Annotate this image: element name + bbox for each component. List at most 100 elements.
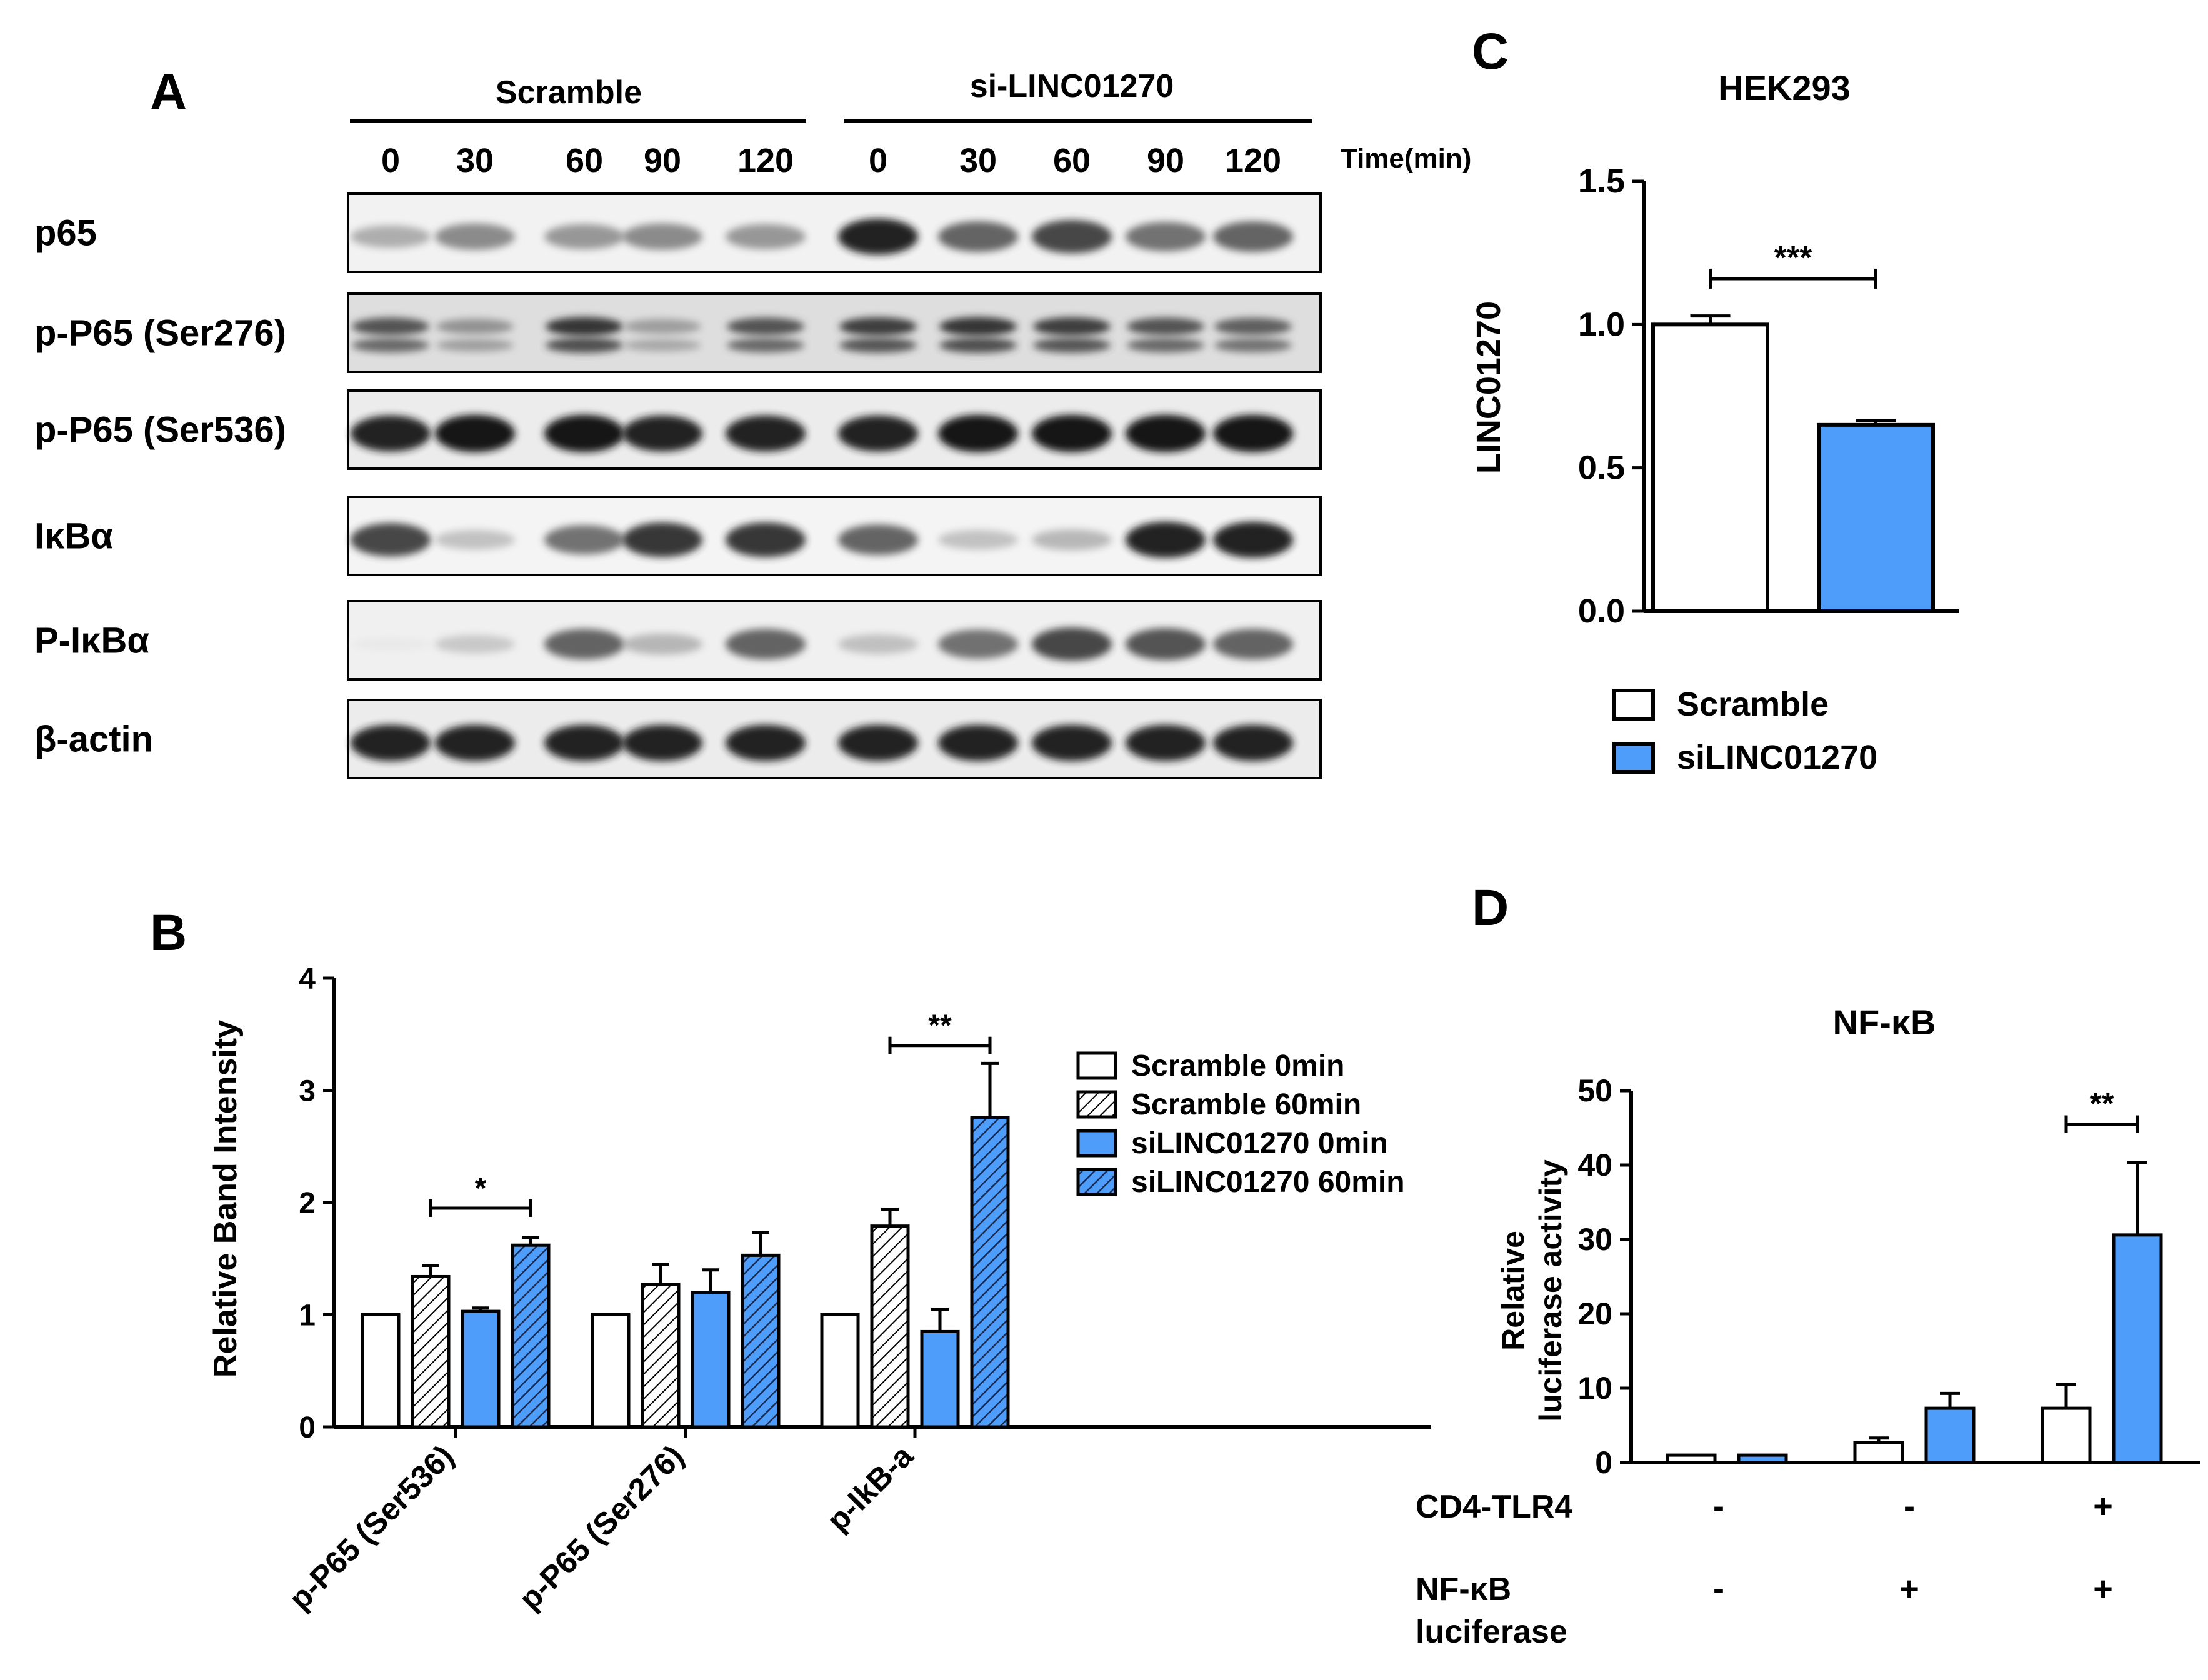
d-condition-value: - — [1904, 1488, 1915, 1525]
d-bar — [1924, 1406, 1976, 1464]
blot-band — [1126, 414, 1206, 452]
time-label-3: 90 — [644, 142, 681, 179]
blot-band — [351, 638, 431, 650]
b-bar — [920, 1329, 960, 1429]
b-legend-swatch — [1076, 1168, 1117, 1196]
blot-band — [726, 724, 806, 761]
time-label-2: 60 — [566, 142, 603, 179]
blot-band-upper — [546, 317, 623, 336]
blot-band-lower — [352, 338, 429, 352]
blot-label-1: p-P65 (Ser276) — [34, 313, 286, 354]
blot-band — [838, 415, 918, 452]
c-bars: *** — [1651, 240, 1935, 613]
blot-band — [351, 724, 431, 761]
c-legend: Scramble siLINC01270 — [1612, 686, 1877, 776]
blot-band-lower — [1033, 338, 1111, 353]
d-ytick-label: 0 — [1595, 1445, 1612, 1480]
blot-band — [1126, 724, 1206, 761]
blot-band — [938, 414, 1018, 452]
b-xtick-label: p-IkB-a — [820, 1438, 920, 1538]
blot-band — [622, 522, 702, 558]
blot-label-2: p-P65 (Ser536) — [34, 410, 286, 451]
d-condition-value: - — [1713, 1488, 1724, 1525]
blot-band — [544, 414, 624, 452]
d-sig-label: ** — [2090, 1086, 2114, 1121]
blot-band — [1126, 628, 1206, 661]
blot-band — [726, 415, 806, 452]
blot-band-lower — [624, 339, 701, 352]
blot-band — [435, 724, 515, 761]
c-axes: 0.0 0.5 1.0 1.5 — [1578, 162, 1959, 630]
blot-band-lower — [546, 338, 623, 353]
blot-band-upper — [352, 318, 429, 336]
blot-band-lower — [1214, 338, 1292, 352]
panel-letter-c: C — [1472, 23, 1509, 80]
b-bar — [870, 1224, 910, 1429]
b-bar — [411, 1274, 451, 1429]
blot-band — [1213, 724, 1293, 761]
d-ylabel-line-2: luciferase activity — [1533, 1159, 1568, 1422]
blot-band — [544, 525, 624, 555]
b-sig-label: ** — [928, 1009, 952, 1042]
b-bar — [741, 1253, 781, 1429]
blot-band — [838, 724, 918, 761]
d-ytick-label: 20 — [1577, 1296, 1612, 1331]
c-legend-label: Scramble — [1677, 686, 1829, 723]
d-condition-label: NF-κB — [1416, 1571, 1511, 1608]
b-legend-label: Scramble 60min — [1131, 1088, 1361, 1121]
blot-band — [435, 530, 515, 550]
time-label-6: 30 — [959, 142, 997, 179]
blot-band — [435, 414, 515, 452]
blot-band — [938, 530, 1018, 550]
c-ytick-label: 1.5 — [1578, 162, 1625, 200]
blot-band — [938, 629, 1018, 659]
d-bar — [2041, 1406, 2092, 1464]
c-sig-label: *** — [1774, 240, 1812, 276]
b-bar — [691, 1291, 731, 1429]
b-xtick-label: p-P65 (Ser536) — [282, 1438, 461, 1616]
blot-band-lower — [839, 338, 917, 353]
blot-band — [1032, 724, 1112, 761]
time-label-4: 120 — [737, 142, 794, 179]
c-bar — [1651, 322, 1769, 613]
panel-d-chart: NF-κB Relative luciferase activity 0 10 20… — [1416, 1002, 2200, 1650]
blot-band-upper — [839, 317, 917, 336]
blot-band — [544, 224, 624, 249]
d-ytick-label: 10 — [1577, 1371, 1612, 1406]
b-bar — [641, 1282, 681, 1429]
b-legend-label: siLINC01270 0min — [1131, 1127, 1388, 1160]
b-ytick-label: 0 — [299, 1411, 316, 1444]
d-bars: ** — [1666, 1086, 2163, 1464]
blot-band — [1032, 529, 1112, 551]
d-condition-value: + — [1899, 1570, 1919, 1608]
blot-band-upper — [727, 318, 804, 336]
b-xtick-label: p-P65 (Ser276) — [512, 1438, 691, 1616]
c-legend-label: siLINC01270 — [1677, 739, 1877, 776]
b-bar — [970, 1116, 1010, 1429]
blot-label-0: p65 — [34, 213, 97, 254]
d-condition-value: + — [2093, 1570, 2113, 1608]
blot-band — [1032, 220, 1112, 254]
panel-letter-a: A — [150, 64, 187, 121]
c-bar — [1817, 422, 1935, 613]
time-unit-label: Time(min) — [1341, 143, 1471, 174]
blot-band — [435, 223, 515, 250]
blot-band — [351, 415, 431, 452]
blot-band-upper — [1127, 318, 1204, 336]
d-title: NF-κB — [1833, 1002, 1936, 1042]
b-bar — [511, 1243, 551, 1429]
b-legend: Scramble 0min Scramble 60min siLINC01270 0… — [1076, 1049, 1405, 1199]
time-label-5: 0 — [869, 142, 887, 179]
b-legend-label: siLINC01270 60min — [1131, 1166, 1405, 1199]
blot-band-upper — [624, 319, 701, 334]
blot-band — [1213, 521, 1293, 558]
d-bar — [1853, 1441, 1904, 1464]
panel-letter-b: B — [150, 904, 187, 961]
blot-row-5: β-actin — [34, 699, 1322, 779]
b-bar — [820, 1313, 860, 1429]
blot-band — [622, 633, 702, 655]
blot-band — [838, 524, 918, 556]
c-ylabel: LINC01270 — [1470, 301, 1507, 474]
d-axes: 0 10 20 30 40 50 — [1577, 1073, 2200, 1480]
